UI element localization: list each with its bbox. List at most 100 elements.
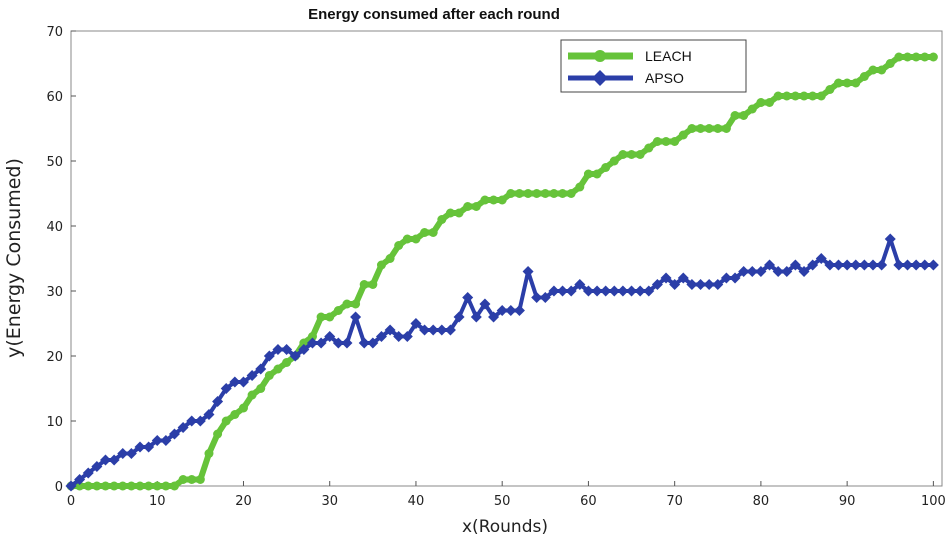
data-point-leach bbox=[747, 104, 757, 114]
data-point-apso bbox=[643, 285, 655, 297]
data-point-leach bbox=[808, 91, 818, 101]
legend-marker-leach bbox=[594, 50, 606, 62]
data-point-leach bbox=[721, 124, 731, 133]
data-point-leach bbox=[609, 156, 619, 166]
data-point-apso bbox=[488, 311, 500, 323]
data-point-leach bbox=[480, 195, 490, 205]
data-point-leach bbox=[213, 429, 223, 439]
data-point-leach bbox=[307, 332, 317, 341]
y-tick-label: 70 bbox=[46, 25, 63, 40]
x-tick-label: 30 bbox=[321, 494, 338, 509]
data-point-apso bbox=[496, 305, 508, 316]
data-point-apso bbox=[617, 285, 629, 297]
data-point-apso bbox=[591, 285, 603, 297]
data-point-apso bbox=[548, 285, 560, 297]
data-point-apso bbox=[341, 337, 353, 349]
data-point-leach bbox=[437, 215, 447, 224]
data-point-leach bbox=[739, 111, 749, 120]
data-point-apso bbox=[677, 272, 689, 284]
data-point-leach bbox=[773, 91, 783, 101]
data-point-apso bbox=[531, 292, 543, 303]
data-point-leach bbox=[687, 124, 697, 133]
data-point-leach bbox=[385, 254, 395, 263]
series-leach bbox=[66, 52, 938, 491]
data-point-leach bbox=[514, 189, 524, 198]
x-tick-label: 90 bbox=[839, 494, 856, 509]
x-tick-label: 80 bbox=[753, 494, 770, 509]
data-point-leach bbox=[877, 65, 887, 75]
data-point-apso bbox=[419, 324, 431, 336]
data-point-apso bbox=[91, 461, 103, 472]
data-point-apso bbox=[867, 259, 879, 271]
series-layer bbox=[65, 52, 939, 492]
data-point-apso bbox=[798, 266, 810, 277]
data-point-leach bbox=[911, 52, 921, 62]
data-point-leach bbox=[299, 338, 309, 348]
data-point-apso bbox=[720, 272, 732, 284]
data-point-leach bbox=[894, 52, 904, 62]
data-point-apso bbox=[186, 415, 198, 427]
data-point-leach bbox=[109, 481, 119, 491]
data-point-apso bbox=[436, 324, 448, 336]
data-point-leach bbox=[368, 280, 378, 289]
data-point-apso bbox=[410, 318, 422, 329]
data-point-leach bbox=[256, 384, 266, 393]
data-point-apso bbox=[703, 279, 715, 290]
data-point-apso bbox=[815, 253, 827, 264]
data-point-leach bbox=[825, 85, 835, 94]
data-point-leach bbox=[463, 202, 473, 211]
y-tick-label: 10 bbox=[46, 415, 63, 430]
data-point-leach bbox=[420, 228, 430, 237]
x-tick-label: 50 bbox=[494, 494, 511, 509]
data-point-leach bbox=[549, 189, 559, 198]
y-tick-label: 60 bbox=[46, 90, 63, 105]
x-tick-label: 100 bbox=[921, 494, 946, 509]
data-point-apso bbox=[565, 285, 577, 297]
data-point-apso bbox=[669, 279, 681, 290]
y-tick-label: 30 bbox=[46, 285, 63, 300]
data-point-leach bbox=[238, 403, 248, 413]
y-axis-label: y(Energy Consumed) bbox=[3, 158, 25, 358]
data-point-leach bbox=[704, 124, 714, 133]
data-point-leach bbox=[169, 481, 179, 491]
legend-marker-apso bbox=[592, 70, 608, 86]
data-point-apso bbox=[824, 259, 836, 271]
data-point-apso bbox=[884, 233, 896, 245]
data-point-apso bbox=[151, 435, 163, 446]
data-point-apso bbox=[117, 448, 129, 459]
data-point-leach bbox=[816, 91, 826, 101]
data-point-leach bbox=[618, 150, 628, 159]
data-point-leach bbox=[540, 189, 550, 198]
data-point-leach bbox=[75, 481, 85, 491]
data-point-apso bbox=[876, 259, 888, 271]
data-point-leach bbox=[644, 143, 654, 153]
data-point-apso bbox=[272, 344, 284, 355]
data-point-leach bbox=[178, 475, 188, 484]
data-point-apso bbox=[755, 266, 767, 277]
x-tick-label: 70 bbox=[666, 494, 683, 509]
data-point-leach bbox=[583, 169, 593, 179]
data-point-leach bbox=[928, 52, 938, 62]
data-point-leach bbox=[100, 481, 110, 491]
data-point-leach bbox=[851, 78, 861, 88]
x-tick-label: 60 bbox=[580, 494, 597, 509]
data-point-apso bbox=[143, 441, 155, 453]
data-point-leach bbox=[411, 234, 421, 244]
data-point-apso bbox=[479, 298, 491, 310]
legend-label-leach: LEACH bbox=[645, 48, 692, 64]
data-point-apso bbox=[513, 305, 525, 316]
data-point-leach bbox=[152, 481, 162, 491]
data-point-apso bbox=[660, 272, 672, 284]
data-point-apso bbox=[470, 311, 482, 323]
data-point-leach bbox=[359, 280, 369, 289]
data-point-leach bbox=[83, 481, 93, 491]
data-point-leach bbox=[144, 481, 154, 491]
data-point-apso bbox=[902, 259, 914, 271]
data-point-apso bbox=[246, 370, 258, 381]
data-point-apso bbox=[539, 292, 551, 303]
data-point-leach bbox=[661, 137, 671, 146]
data-point-leach bbox=[273, 364, 283, 374]
data-point-apso bbox=[281, 344, 293, 355]
data-point-apso bbox=[384, 324, 396, 336]
data-point-leach bbox=[523, 189, 533, 198]
